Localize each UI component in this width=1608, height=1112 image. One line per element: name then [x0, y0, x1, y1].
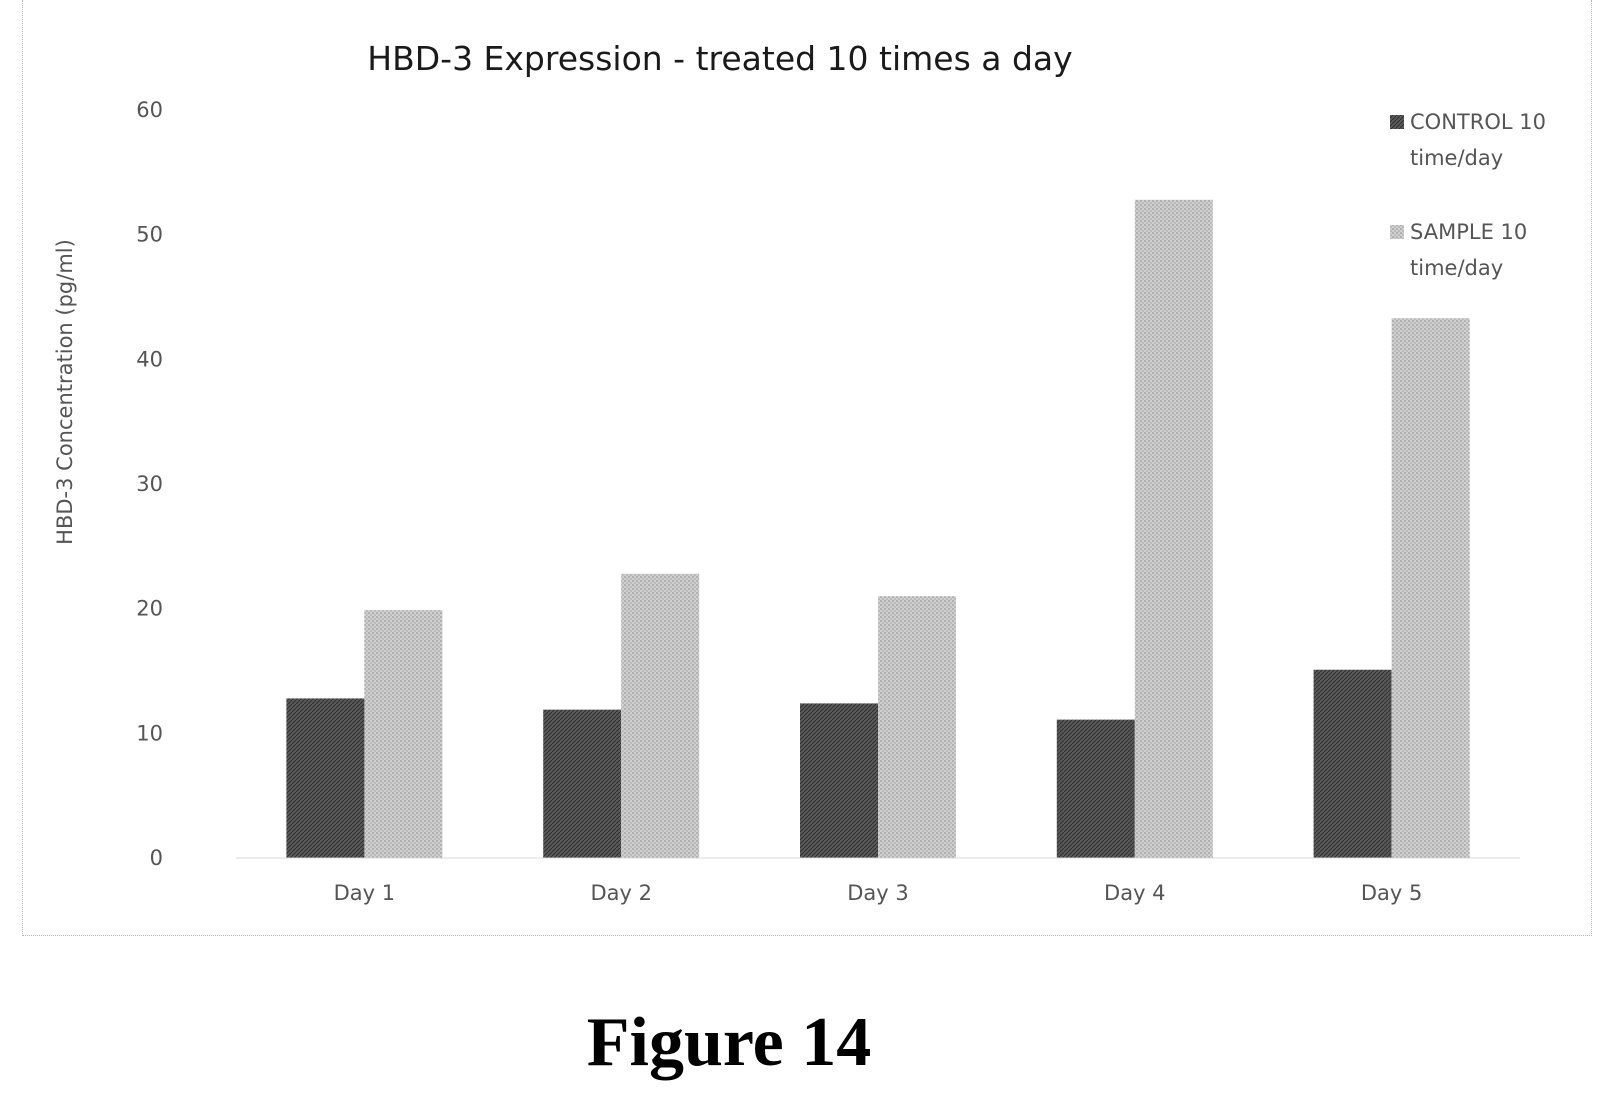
figure-caption: Figure 14	[0, 1008, 1458, 1078]
x-axis-categories: Day 1 Day 2 Day 3 Day 4 Day 5	[334, 881, 1423, 905]
sample-bar-day-4	[1135, 200, 1213, 858]
y-tick-label: 40	[136, 347, 163, 371]
legend-label: SAMPLE 10	[1410, 220, 1527, 244]
x-category-label: Day 3	[847, 881, 909, 905]
x-category-label: Day 4	[1104, 881, 1166, 905]
y-tick-label: 30	[136, 472, 163, 496]
x-category-label: Day 5	[1361, 881, 1423, 905]
sample-legend-swatch	[1390, 225, 1404, 239]
control-legend-swatch	[1390, 115, 1404, 129]
legend-label: time/day	[1410, 256, 1503, 280]
x-category-label: Day 2	[590, 881, 652, 905]
y-tick-label: 50	[136, 223, 163, 247]
legend-label: time/day	[1410, 146, 1503, 170]
sample-bar-day-1	[364, 610, 442, 858]
control-bar-day-5	[1314, 670, 1392, 858]
sample-bar-day-3	[878, 596, 956, 858]
sample-bar-day-5	[1392, 318, 1470, 858]
control-bar-day-4	[1057, 720, 1135, 858]
y-tick-label: 20	[136, 597, 163, 621]
legend-label: CONTROL 10	[1410, 110, 1546, 134]
bar-series	[286, 200, 1469, 858]
sample-bar-day-2	[621, 574, 699, 858]
chart-title: HBD-3 Expression - treated 10 times a da…	[367, 39, 1072, 78]
y-axis-ticks: 0 10 20 30 40 50 60	[136, 98, 163, 870]
control-bar-day-2	[543, 710, 621, 858]
control-bar-day-3	[800, 703, 878, 858]
y-tick-label: 0	[150, 846, 163, 870]
legend: CONTROL 10 time/day SAMPLE 10 time/day	[1390, 110, 1546, 280]
y-tick-label: 10	[136, 721, 163, 745]
control-bar-day-1	[286, 698, 364, 858]
y-tick-label: 60	[136, 98, 163, 122]
x-category-label: Day 1	[334, 881, 396, 905]
y-axis-title: HBD-3 Concentration (pg/ml)	[53, 239, 77, 545]
